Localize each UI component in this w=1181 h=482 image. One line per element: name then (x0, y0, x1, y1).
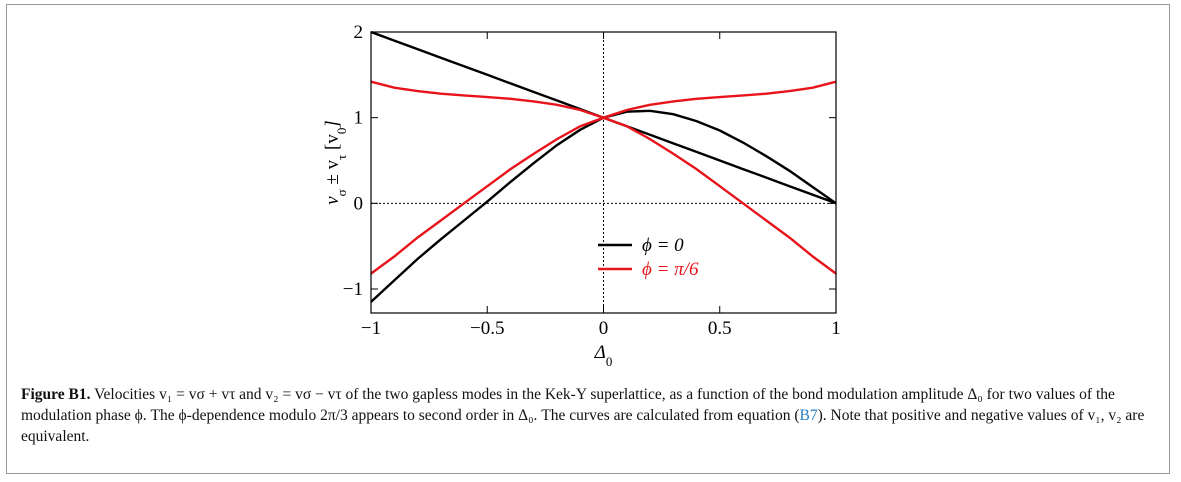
label-part: Δ (594, 342, 606, 363)
curve (370, 116, 837, 275)
plot-frame (370, 31, 837, 314)
legend-label: ϕ = π/6 (642, 259, 699, 280)
equation-ref[interactable]: B7 (799, 407, 818, 424)
caption-text: ). Note that positive and negative value… (21, 407, 1145, 445)
caption-text: Velocities v₁ = vσ + vτ and v₂ = vσ − vτ… (21, 386, 1115, 424)
x-tick-label: 0 (599, 318, 609, 339)
x-tick-label: −0.5 (470, 318, 504, 339)
y-tick-label: 2 (354, 22, 364, 43)
label-part: [v (322, 134, 343, 155)
x-tick-label: −1 (361, 318, 381, 339)
label-part: 0 (334, 128, 349, 135)
legend-label: ϕ = 0 (642, 235, 684, 256)
y-axis-label: vσ ± vτ [v0] (322, 120, 349, 205)
x-axis-label: Δ0 (594, 342, 613, 369)
x-tick-label: 1 (831, 318, 841, 339)
label-part: τ (334, 155, 349, 160)
figure-frame (6, 4, 1170, 474)
label-part: ] (322, 120, 343, 128)
caption-label: Figure B1. (21, 386, 91, 403)
y-tick-label: 1 (354, 108, 364, 129)
label-part: v (322, 196, 343, 205)
caption: Figure B1. Velocities v₁ = vσ + vτ and v… (21, 384, 1151, 447)
y-tick-label: 0 (354, 193, 364, 214)
label-part: σ (334, 189, 349, 196)
x-tick-label: 0.5 (708, 318, 732, 339)
label-part: ± v (322, 159, 343, 189)
y-tick-label: −1 (343, 279, 363, 300)
label-part: 0 (606, 354, 613, 369)
